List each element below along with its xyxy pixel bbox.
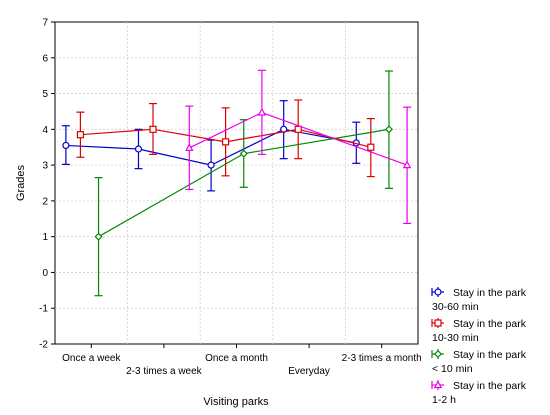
y-tick-label: 3 bbox=[42, 161, 48, 172]
legend-label: Stay in the park bbox=[453, 287, 527, 299]
x-axis-title: Visiting parks bbox=[203, 396, 269, 408]
data-point-circle bbox=[62, 141, 70, 150]
data-point-square bbox=[149, 125, 157, 133]
x-tick-label: 2-3 times a week bbox=[126, 366, 203, 377]
y-tick-label: -2 bbox=[39, 340, 48, 351]
data-point-circle bbox=[134, 145, 143, 153]
y-tick-label: 0 bbox=[42, 268, 48, 279]
data-point-triangle bbox=[402, 160, 412, 169]
legend-sublabel: 10-30 min bbox=[432, 332, 479, 344]
data-point-triangle bbox=[185, 143, 194, 152]
legend-sublabel: 1-2 h bbox=[432, 394, 456, 406]
x-tick-label: Once a month bbox=[205, 353, 268, 364]
x-tick-label: Once a week bbox=[62, 353, 121, 364]
y-tick-label: 4 bbox=[42, 125, 48, 136]
data-point-circle bbox=[207, 161, 215, 169]
legend-label: Stay in the park bbox=[453, 380, 527, 392]
y-tick-label: 7 bbox=[42, 18, 48, 29]
data-point-triangle bbox=[257, 107, 267, 116]
data-point-square bbox=[294, 125, 302, 133]
y-tick-label: 6 bbox=[42, 53, 48, 64]
y-tick-label: 2 bbox=[42, 196, 48, 207]
data-point-diamond bbox=[384, 125, 394, 134]
data-point-square bbox=[222, 138, 230, 146]
x-tick-label: 2-3 times a month bbox=[342, 353, 422, 364]
y-axis-ticks: -2 -1 0 1 2 3 4 5 6 7 bbox=[39, 18, 55, 351]
legend-sublabel: 30-60 min bbox=[432, 301, 479, 313]
series-layer bbox=[61, 69, 412, 297]
data-point-square bbox=[367, 143, 375, 151]
y-tick-label: 5 bbox=[42, 89, 48, 100]
grid-lines bbox=[55, 22, 418, 344]
data-point-square bbox=[76, 131, 85, 139]
legend: Stay in the park 30-60 min Stay in the par… bbox=[431, 287, 527, 406]
legend-sublabel: < 10 min bbox=[432, 363, 473, 375]
y-axis-title: Grades bbox=[15, 164, 27, 201]
legend-label: Stay in the park bbox=[453, 318, 527, 330]
legend-label: Stay in the park bbox=[453, 349, 527, 361]
y-tick-label: 1 bbox=[42, 232, 48, 243]
data-point-circle bbox=[434, 288, 442, 296]
x-tick-label: Everyday bbox=[288, 366, 330, 377]
data-point-square bbox=[434, 319, 442, 327]
data-point-triangle bbox=[433, 380, 443, 389]
plot-area bbox=[54, 21, 419, 345]
data-point-diamond bbox=[94, 232, 103, 241]
data-point-diamond bbox=[433, 349, 443, 359]
y-tick-label: -1 bbox=[39, 304, 48, 315]
data-point-diamond bbox=[239, 149, 248, 158]
